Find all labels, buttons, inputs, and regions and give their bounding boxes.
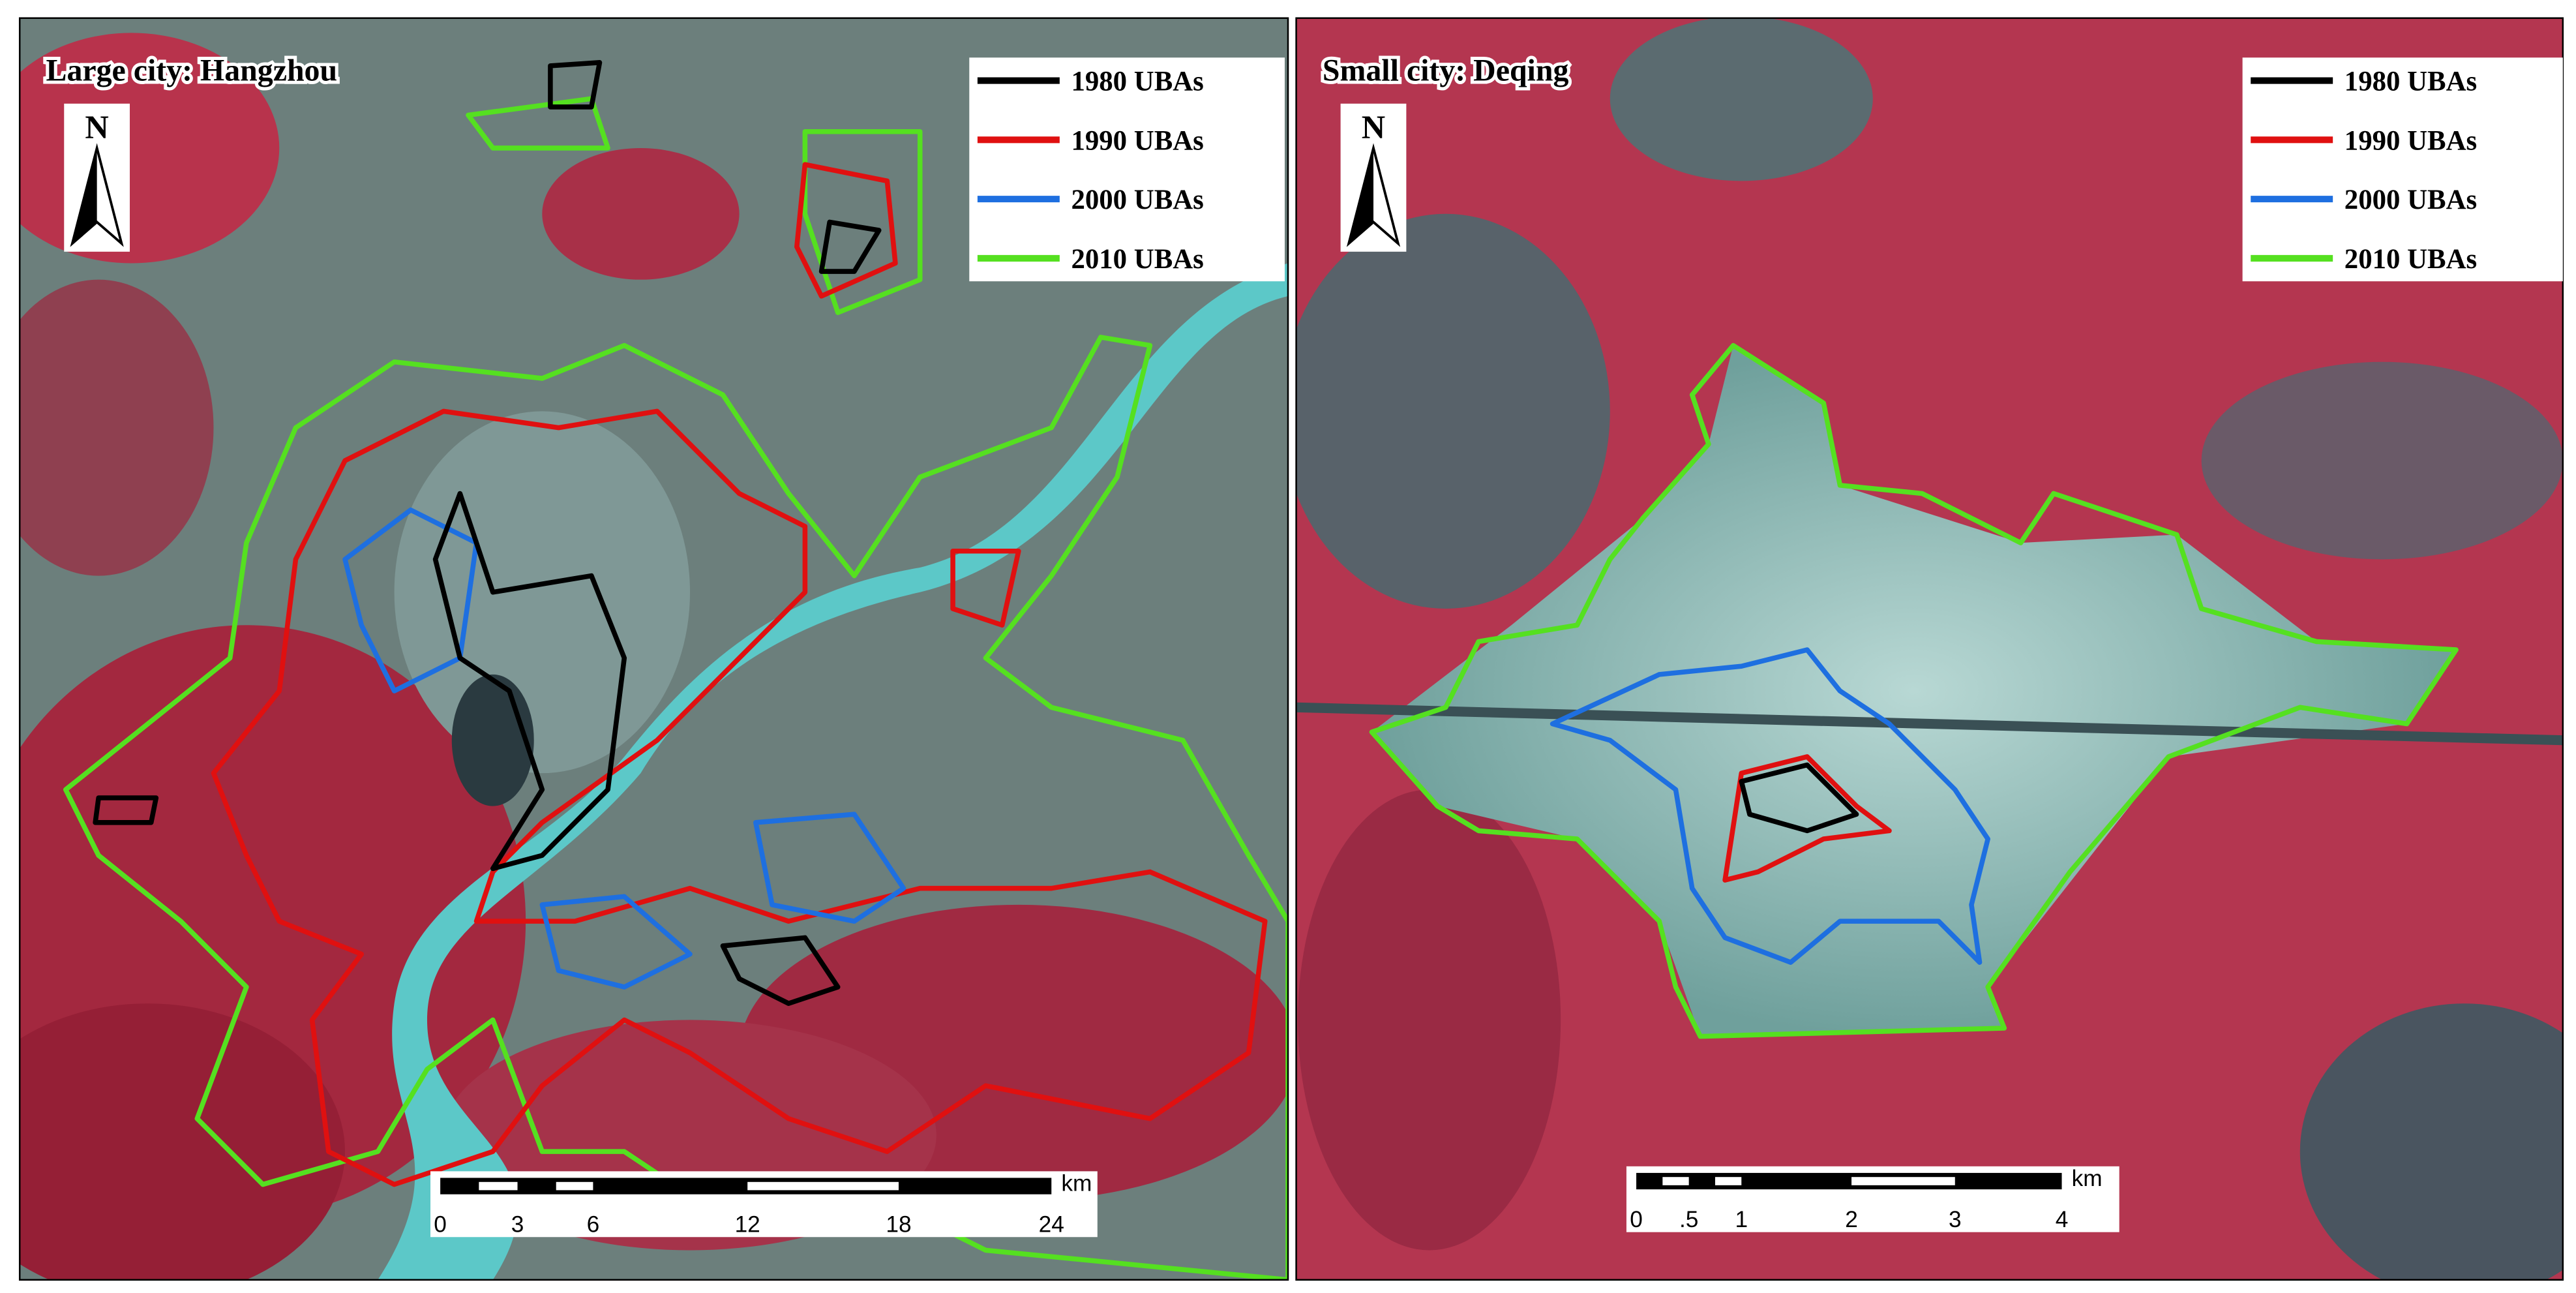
- legend-label: 1980 UBAs: [1071, 67, 1203, 97]
- legend-label: 2000 UBAs: [1071, 185, 1203, 215]
- scale-label: 6: [587, 1212, 600, 1238]
- scale-label: 1: [1735, 1207, 1748, 1232]
- scale-unit: km: [1061, 1171, 1092, 1196]
- panel-frame: [1295, 17, 2564, 1281]
- panel-frame: [18, 17, 1289, 1281]
- scale-bar-segment: [1715, 1177, 1742, 1185]
- scale-bar-segment: [1851, 1177, 1955, 1185]
- scale-label: 0: [1630, 1207, 1643, 1232]
- scale-bar-segment: [1662, 1177, 1689, 1185]
- urban-boundaries-left: [63, 60, 1288, 1280]
- panel-title: Small city: Deqing: [1323, 53, 1569, 88]
- scale-label: .5: [1679, 1207, 1698, 1232]
- legend-label: 2000 UBAs: [2344, 185, 2477, 215]
- north-label: N: [85, 109, 108, 145]
- north-arrow-half: [72, 147, 97, 244]
- scale-bar: [1636, 1172, 2062, 1190]
- scale-label: 3: [1949, 1207, 1962, 1232]
- scale-label: 12: [735, 1212, 760, 1238]
- scale-label: 18: [886, 1212, 911, 1238]
- scale-bar: [440, 1178, 1052, 1194]
- legend-label: 2010 UBAs: [1071, 244, 1203, 275]
- scale-label: 2: [1845, 1207, 1858, 1232]
- scale-bar-segment: [747, 1181, 899, 1191]
- scale-label: 4: [2056, 1207, 2069, 1232]
- urban-boundaries-right: [1369, 342, 2459, 1039]
- scale-label: 0: [434, 1212, 447, 1238]
- legend-box: [969, 57, 1285, 282]
- north-label: N: [1362, 109, 1385, 145]
- scale-bar-segment: [479, 1181, 518, 1191]
- legend-label: 2010 UBAs: [2344, 244, 2477, 275]
- scale-unit: km: [2072, 1166, 2103, 1191]
- scale-label: 24: [1039, 1212, 1064, 1238]
- scale-label: 3: [511, 1212, 524, 1238]
- panel-title: Large city: Hangzhou: [46, 53, 338, 88]
- legend-label: 1990 UBAs: [2344, 125, 2477, 156]
- legend-label: 1990 UBAs: [1071, 125, 1203, 156]
- legend-box: [2242, 57, 2563, 282]
- north-arrow-half: [1349, 147, 1373, 244]
- legend-label: 1980 UBAs: [2344, 67, 2477, 97]
- scale-bar-segment: [556, 1181, 593, 1191]
